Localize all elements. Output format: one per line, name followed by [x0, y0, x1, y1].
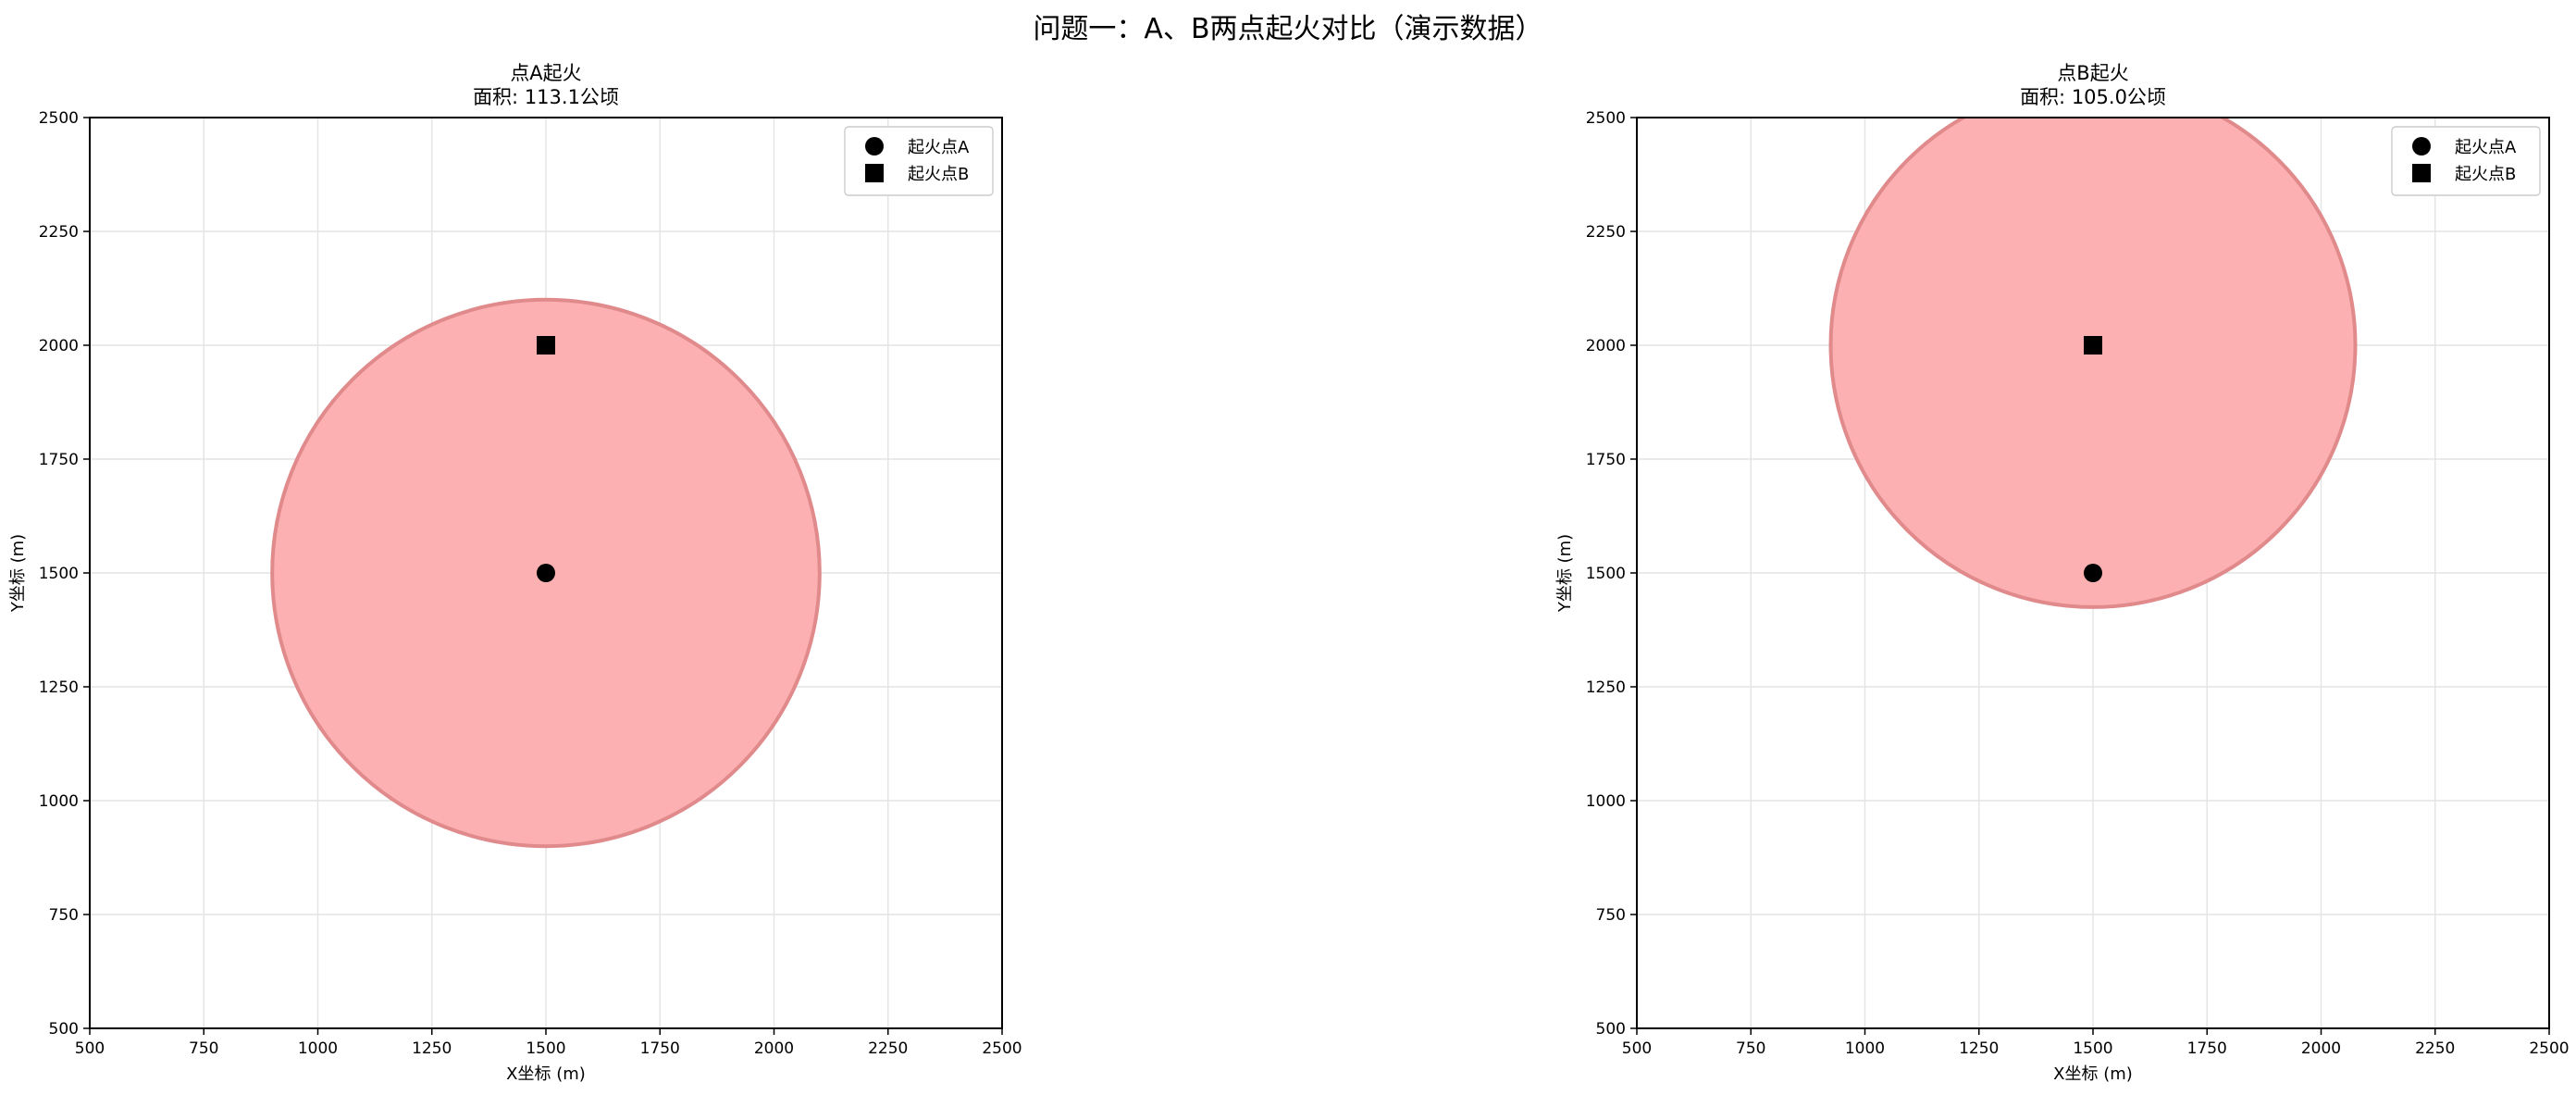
legend-marker-square [2412, 164, 2431, 182]
y-tick-label: 750 [1596, 906, 1626, 925]
x-tick-label: 500 [1622, 1039, 1652, 1058]
y-tick-label: 1250 [39, 678, 79, 697]
x-tick-label: 1750 [2187, 1039, 2227, 1058]
panel-title: 点B起火 [2057, 62, 2128, 84]
y-tick-label: 2500 [1586, 109, 1626, 128]
y-tick-label: 2500 [39, 109, 79, 128]
legend-label: 起火点A [2455, 138, 2517, 157]
point-ignition-a [2084, 564, 2102, 582]
legend-label: 起火点B [908, 165, 969, 184]
x-tick-label: 1250 [1959, 1039, 1999, 1058]
figure-suptitle: 问题一：A、B两点起火对比（演示数据） [1033, 13, 1542, 45]
x-tick-label: 1250 [412, 1039, 452, 1058]
chart-panel-a: 500 750 1000 1250 1500 1750 2000 2250 2500 500 750… [8, 62, 1022, 1084]
y-tick-label: 1750 [39, 451, 79, 469]
x-tick-label: 1000 [1845, 1039, 1885, 1058]
x-tick-label: 2250 [2415, 1039, 2455, 1058]
panel-subtitle: 面积: 105.0公顷 [2020, 86, 2166, 108]
x-tick-label: 1750 [640, 1039, 680, 1058]
x-axis-label: X坐标 (m) [2053, 1064, 2133, 1084]
y-tick-label: 2250 [1586, 223, 1626, 242]
y-tick-label: 1500 [1586, 565, 1626, 583]
legend-label: 起火点B [2455, 165, 2516, 184]
legend: 起火点A 起火点B [2391, 126, 2541, 196]
y-tick-label: 2000 [1586, 337, 1626, 355]
y-tick-label: 500 [1596, 1020, 1626, 1039]
point-ignition-a [537, 564, 555, 582]
legend-marker-square [865, 164, 884, 182]
y-tick-label: 1000 [39, 792, 79, 811]
y-tick-label: 1500 [39, 565, 79, 583]
legend-marker-circle [2412, 137, 2431, 156]
y-tick-label: 750 [49, 906, 79, 925]
point-ignition-b [537, 336, 555, 355]
legend-label: 起火点A [908, 138, 970, 157]
x-tick-label: 1500 [526, 1039, 565, 1058]
x-tick-label: 2500 [2529, 1039, 2569, 1058]
y-tick-label: 1750 [1586, 451, 1626, 469]
x-tick-label: 500 [75, 1039, 105, 1058]
y-tick-label: 1250 [1586, 678, 1626, 697]
y-tick-label: 2000 [39, 337, 79, 355]
x-tick-label: 2000 [2301, 1039, 2341, 1058]
x-tick-label: 750 [189, 1039, 218, 1058]
y-axis-label: Y坐标 (m) [8, 534, 28, 613]
y-tick-label: 500 [49, 1020, 79, 1039]
x-tick-label: 1000 [298, 1039, 338, 1058]
point-ignition-b [2084, 336, 2102, 355]
fire-area [1828, 118, 2358, 609]
x-tick-label: 2500 [982, 1039, 1022, 1058]
y-tick-label: 1000 [1586, 792, 1626, 811]
x-tick-label: 2250 [868, 1039, 908, 1058]
legend-marker-circle [865, 137, 884, 156]
panel-title: 点A起火 [510, 62, 581, 84]
x-tick-label: 2000 [754, 1039, 794, 1058]
y-axis-label: Y坐标 (m) [1555, 534, 1575, 613]
x-tick-label: 1500 [2073, 1039, 2112, 1058]
y-tick-label: 2250 [39, 223, 79, 242]
x-axis-label: X坐标 (m) [506, 1064, 586, 1084]
legend: 起火点A 起火点B [844, 126, 994, 196]
x-tick-label: 750 [1736, 1039, 1765, 1058]
panel-subtitle: 面积: 113.1公顷 [473, 86, 619, 108]
chart-panel-b: 500 750 1000 1250 1500 1750 2000 2250 2500 500 750… [1555, 62, 2570, 1084]
